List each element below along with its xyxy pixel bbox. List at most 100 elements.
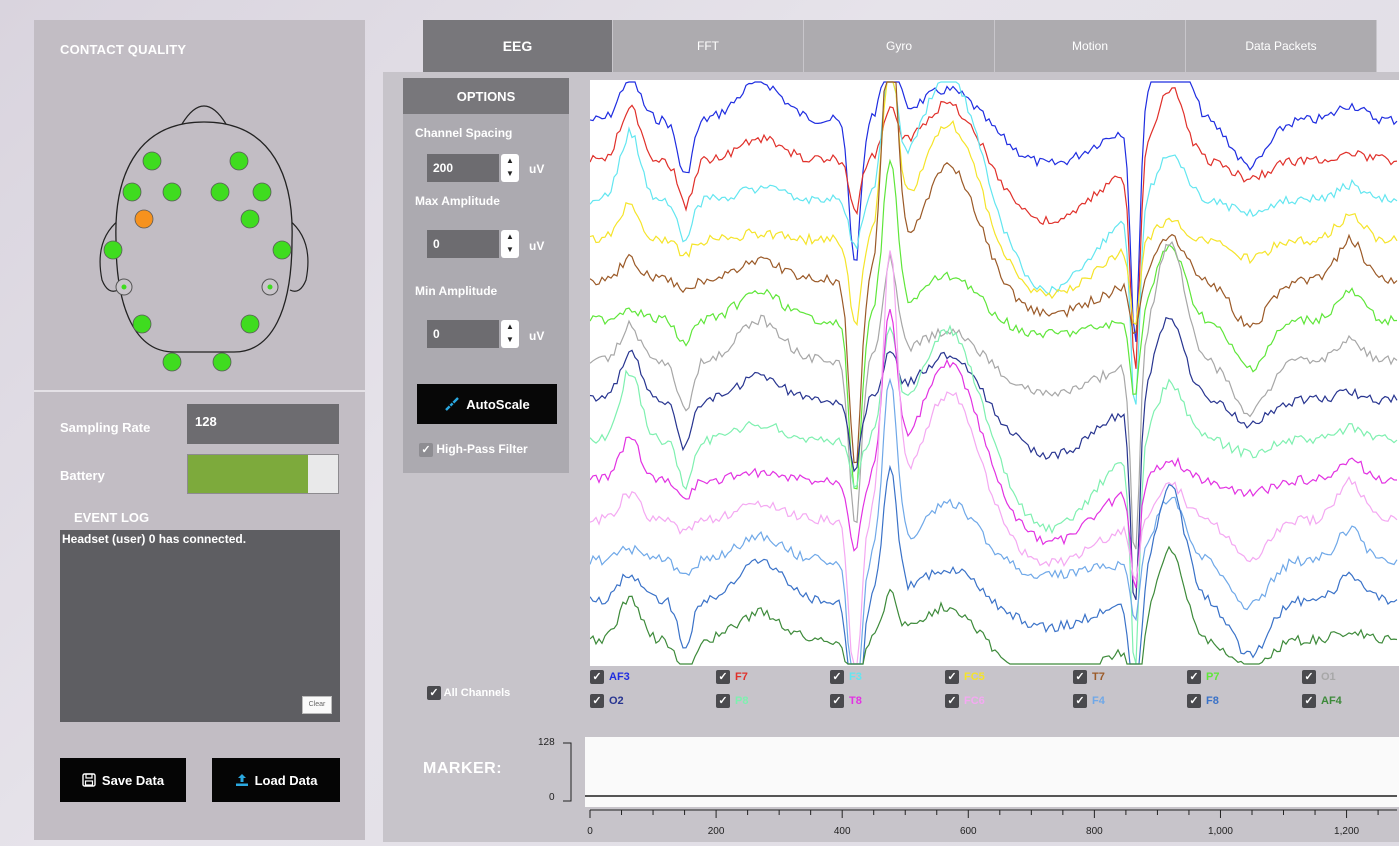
marker-plot[interactable] <box>585 737 1399 807</box>
channel-toggle-f3[interactable]: ✓ F3 <box>830 670 862 684</box>
eeg-main-panel: OPTIONS Channel Spacing 200 ▲ ▼ uV Max Am… <box>383 72 1399 842</box>
sensor-good <box>229 151 249 171</box>
channel-checkbox[interactable]: ✓ <box>1073 694 1087 708</box>
channel-checkbox[interactable]: ✓ <box>830 670 844 684</box>
channel-label: AF4 <box>1321 695 1342 707</box>
trace-f7 <box>590 87 1398 369</box>
save-data-button[interactable]: Save Data <box>60 758 186 802</box>
channel-spacing-input[interactable]: 200 <box>427 154 499 182</box>
channel-label: F4 <box>1092 695 1105 707</box>
tab-gyro[interactable]: Gyro <box>804 20 995 72</box>
channel-toggle-fc5[interactable]: ✓ FC5 <box>945 670 985 684</box>
channel-toggle-p8[interactable]: ✓ P8 <box>716 694 748 708</box>
battery-label: Battery <box>60 468 105 483</box>
channel-label: F3 <box>849 671 862 683</box>
eeg-plot[interactable] <box>590 80 1399 666</box>
min-amplitude-unit: uV <box>529 329 545 343</box>
x-axis-tick-label: 200 <box>708 826 725 837</box>
all-channels-checkbox[interactable]: ✓ <box>427 686 441 700</box>
channel-toggle-fc6[interactable]: ✓ FC6 <box>945 694 985 708</box>
channel-toggle-af4[interactable]: ✓ AF4 <box>1302 694 1342 708</box>
channel-checkbox[interactable]: ✓ <box>1302 694 1316 708</box>
channel-toggle-af3[interactable]: ✓ AF3 <box>590 670 630 684</box>
sensor-good <box>272 240 292 260</box>
max-amplitude-input[interactable]: 0 <box>427 230 499 258</box>
channel-label: F8 <box>1206 695 1219 707</box>
channel-checkbox[interactable]: ✓ <box>716 694 730 708</box>
max-amplitude-stepper[interactable]: ▲ ▼ <box>501 230 519 258</box>
channel-label: O1 <box>1321 671 1336 683</box>
trace-af4 <box>590 545 1398 665</box>
tab-fft[interactable]: FFT <box>613 20 804 72</box>
high-pass-filter-toggle[interactable]: ✓ High-Pass Filter <box>419 442 528 457</box>
ruler-icon <box>445 397 460 411</box>
x-axis-tick-label: 1,200 <box>1334 826 1359 837</box>
channel-checkbox[interactable]: ✓ <box>1187 694 1201 708</box>
channel-toggle-t7[interactable]: ✓ T7 <box>1073 670 1105 684</box>
clear-log-button[interactable]: Clear <box>302 696 332 714</box>
min-amplitude-stepper[interactable]: ▲ ▼ <box>501 320 519 348</box>
sensor-good <box>240 314 260 334</box>
marker-y-tick-min: 0 <box>549 792 555 803</box>
sensor-good <box>162 352 182 372</box>
channel-checkbox[interactable]: ✓ <box>1073 670 1087 684</box>
trace-t8 <box>590 308 1398 589</box>
sampling-rate-label: Sampling Rate <box>60 420 151 435</box>
channel-checkbox[interactable]: ✓ <box>1302 670 1316 684</box>
reference-sensor-dot <box>121 284 127 290</box>
x-axis-tick-label: 600 <box>960 826 977 837</box>
x-axis-tick-label: 800 <box>1086 826 1103 837</box>
panel-divider <box>34 390 365 392</box>
channel-toggle-f7[interactable]: ✓ F7 <box>716 670 748 684</box>
channel-toggle-p7[interactable]: ✓ P7 <box>1187 670 1219 684</box>
channel-spacing-stepper[interactable]: ▲ ▼ <box>501 154 519 182</box>
autoscale-button[interactable]: AutoScale <box>417 384 557 424</box>
event-log-entry: Headset (user) 0 has connected. <box>62 532 247 546</box>
load-data-button[interactable]: Load Data <box>212 758 340 802</box>
battery-indicator <box>187 454 339 494</box>
sensor-poor <box>134 209 154 229</box>
channel-toggle-f4[interactable]: ✓ F4 <box>1073 694 1105 708</box>
min-amplitude-label: Min Amplitude <box>415 284 498 298</box>
battery-fill <box>188 455 308 493</box>
channel-label: FC6 <box>964 695 985 707</box>
marker-label: MARKER: <box>423 760 503 777</box>
channel-checkbox[interactable]: ✓ <box>945 694 959 708</box>
trace-fc5 <box>590 81 1398 327</box>
high-pass-label: High-Pass Filter <box>436 442 528 456</box>
load-data-label: Load Data <box>254 772 318 788</box>
channel-checkbox[interactable]: ✓ <box>590 670 604 684</box>
all-channels-toggle[interactable]: ✓ All Channels <box>427 686 510 700</box>
sensor-good <box>252 182 272 202</box>
options-panel: OPTIONS Channel Spacing 200 ▲ ▼ uV Max Am… <box>403 78 569 473</box>
channel-checkbox[interactable]: ✓ <box>716 670 730 684</box>
channel-toggles: ✓ AF3 ✓ F7 ✓ F3 ✓ FC5 ✓ T7 ✓ P7 ✓ O1 ✓ O2 ✓ P8 ✓ T8 ✓ FC6 ✓ F4 ✓… <box>590 670 1399 714</box>
tab-eeg[interactable]: EEG <box>423 20 613 72</box>
channel-checkbox[interactable]: ✓ <box>1187 670 1201 684</box>
channel-toggle-o2[interactable]: ✓ O2 <box>590 694 624 708</box>
trace-o1 <box>590 240 1398 550</box>
channel-toggle-o1[interactable]: ✓ O1 <box>1302 670 1336 684</box>
upload-icon <box>235 774 248 786</box>
sensor-good <box>210 182 230 202</box>
channel-checkbox[interactable]: ✓ <box>830 694 844 708</box>
options-title: OPTIONS <box>403 78 569 114</box>
channel-label: FC5 <box>964 671 985 683</box>
channel-checkbox[interactable]: ✓ <box>945 670 959 684</box>
channel-toggle-f8[interactable]: ✓ F8 <box>1187 694 1219 708</box>
marker-y-axis <box>563 742 572 802</box>
sensor-good <box>212 352 232 372</box>
tab-data-packets[interactable]: Data Packets <box>1186 20 1377 72</box>
channel-checkbox[interactable]: ✓ <box>590 694 604 708</box>
sensor-good <box>132 314 152 334</box>
channel-toggle-t8[interactable]: ✓ T8 <box>830 694 862 708</box>
head-map <box>99 105 309 372</box>
high-pass-checkbox[interactable]: ✓ <box>419 442 433 457</box>
min-amplitude-input[interactable]: 0 <box>427 320 499 348</box>
channel-label: O2 <box>609 695 624 707</box>
save-data-label: Save Data <box>101 772 165 788</box>
left-panel: CONTACT QUALITY Sampling Rate 128 Batter… <box>34 20 365 840</box>
event-log-box[interactable]: Headset (user) 0 has connected. Clear <box>60 530 340 722</box>
tab-motion[interactable]: Motion <box>995 20 1186 72</box>
channel-label: P7 <box>1206 671 1220 683</box>
